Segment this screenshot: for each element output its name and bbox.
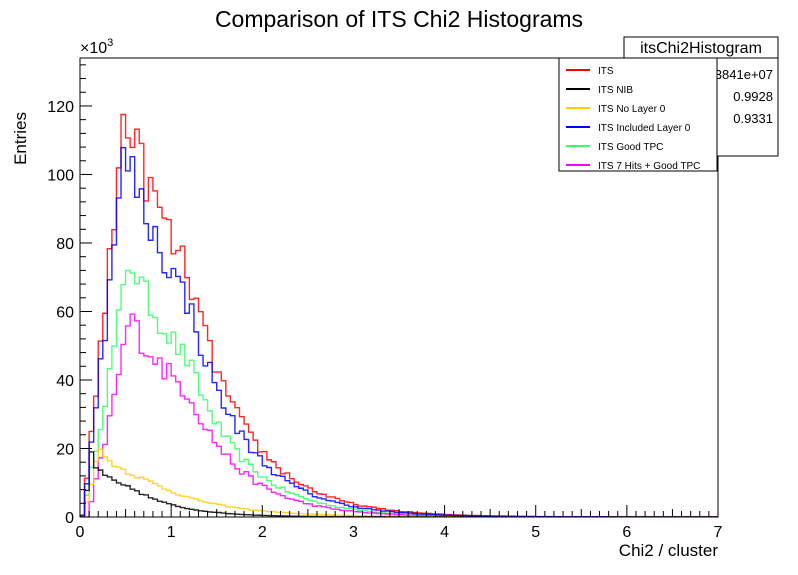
y-multiplier-exponent: 3	[107, 37, 113, 49]
stats-row-1: 3841e+07	[715, 67, 773, 82]
y-multiplier-base: ×10	[80, 40, 107, 57]
y-tick-label: 0	[65, 510, 74, 527]
legend: ITS ITS NIB ITS No Layer 0 ITS Included Lay…	[558, 57, 718, 172]
x-axis-label: Chi2 / cluster	[619, 541, 719, 560]
x-tick-label: 1	[167, 524, 176, 541]
x-tick-label: 0	[76, 524, 85, 541]
stats-row-3: 0.9331	[733, 111, 773, 126]
x-tick-label: 5	[531, 524, 540, 541]
axes-layer: 0 1 2 3 4 5 6 7 0 20 40 60 80 100 120	[47, 64, 723, 541]
y-tick-label: 40	[56, 373, 74, 390]
x-tick-label: 3	[349, 524, 358, 541]
x-tick-label: 7	[714, 524, 723, 541]
x-tick-label: 6	[622, 524, 631, 541]
y-tick-label: 120	[47, 99, 74, 116]
series-line-1	[80, 451, 718, 517]
stats-box-title: itsChi2Histogram	[640, 40, 762, 57]
y-axis-label: Entries	[11, 112, 30, 165]
series-line-0	[80, 113, 718, 517]
series-line-4	[80, 269, 718, 517]
stats-row-2: 0.9928	[733, 89, 773, 104]
y-tick-label: 100	[47, 167, 74, 184]
x-tick-label: 2	[258, 524, 267, 541]
y-tick-label: 80	[56, 236, 74, 253]
legend-label-3: ITS Included Layer 0	[598, 123, 691, 134]
y-tick-label: 20	[56, 441, 74, 458]
legend-label-0: ITS	[598, 66, 614, 77]
legend-frame	[558, 57, 718, 172]
y-multiplier: ×103	[80, 37, 113, 57]
chart-title: Comparison of ITS Chi2 Histograms	[215, 6, 583, 32]
y-tick-label: 60	[56, 304, 74, 321]
legend-label-5: ITS 7 Hits + Good TPC	[598, 161, 700, 172]
legend-label-1: ITS NIB	[598, 85, 633, 96]
legend-label-2: ITS No Layer 0	[598, 104, 666, 115]
series-layer	[80, 113, 718, 517]
x-tick-label: 4	[440, 524, 449, 541]
legend-label-4: ITS Good TPC	[598, 142, 663, 153]
